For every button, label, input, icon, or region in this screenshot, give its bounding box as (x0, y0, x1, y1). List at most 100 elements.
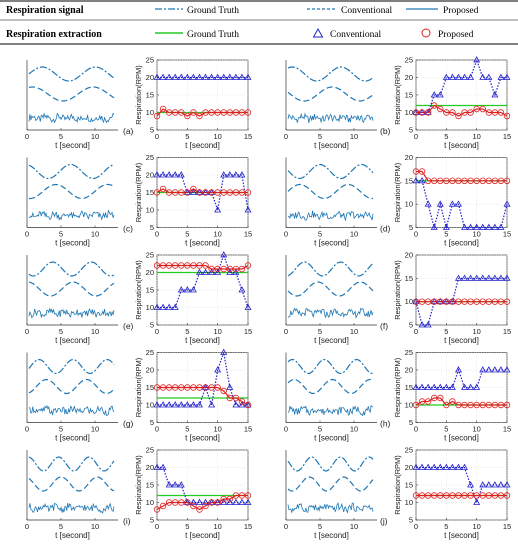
rate-x-tick-label: 10 (213, 132, 221, 141)
conventional-point (412, 383, 420, 390)
conventional-point (159, 303, 167, 310)
proposed-point (473, 298, 480, 305)
rate-x-tick-label: 0 (155, 230, 159, 239)
rate-plot-frame (415, 254, 508, 326)
conventional-point (202, 73, 210, 80)
rate-y-tick-label: 10 (405, 200, 413, 209)
rate-x-axis-label: t [second] (444, 434, 479, 443)
rate-y-axis-label: Respiration(RPM) (393, 357, 402, 417)
conventional-point (448, 297, 456, 305)
proposed-point (226, 189, 233, 196)
conventional-point (202, 498, 210, 505)
panel-label: (h) (380, 419, 391, 429)
signal-x-tick-label: 5 (318, 132, 322, 141)
proposed-point (443, 401, 450, 409)
signal-x-tick-label: 0 (284, 425, 288, 434)
conventional-point (412, 177, 420, 184)
proposed-point (190, 502, 197, 510)
proposed-point (443, 298, 450, 305)
conventional-point (238, 73, 246, 80)
signal-x-axis-label: t [second] (55, 336, 90, 345)
signal-x-tick-label: 10 (350, 327, 358, 336)
rate-x-tick-label: 10 (472, 327, 480, 336)
signal-ground-truth-line (28, 456, 115, 472)
conventional-point (189, 401, 197, 408)
conventional-point (412, 297, 420, 305)
proposed-point (443, 492, 450, 499)
proposed-point (244, 189, 252, 196)
conventional-point (412, 108, 420, 115)
signal-x-tick-label: 0 (25, 327, 29, 336)
rate-y-tick-label: 15 (146, 286, 154, 295)
conventional-point (412, 463, 420, 470)
proposed-point (190, 384, 197, 391)
conventional-point (195, 401, 203, 408)
conventional-point (183, 401, 191, 408)
rate-y-tick-label: 5 (409, 223, 413, 232)
signal-conventional-line (287, 476, 374, 492)
conventional-point (208, 401, 216, 408)
rate-x-tick-label: 0 (414, 132, 418, 141)
proposed-point (244, 401, 252, 409)
conventional-point (214, 498, 222, 505)
proposed-point (491, 492, 499, 499)
proposed-point (153, 506, 161, 513)
proposed-point (473, 401, 480, 409)
proposed-point (226, 495, 233, 503)
signal-ground-truth-line (287, 66, 374, 82)
conventional-point (497, 73, 505, 80)
conventional-point (503, 200, 511, 207)
rate-y-tick-label: 25 (146, 251, 154, 260)
conventional-point (424, 383, 432, 390)
proposed-point (184, 499, 191, 506)
proposed-point (431, 177, 438, 185)
proposed-point (449, 298, 456, 305)
rate-y-tick-label: 10 (146, 108, 154, 117)
proposed-point (437, 177, 444, 185)
proposed-point (153, 384, 161, 391)
rate-y-axis-label: Respiration(RPM) (134, 162, 143, 222)
proposed-point (202, 502, 209, 510)
proposed-point (196, 262, 203, 269)
signal-x-tick-label: 10 (350, 522, 358, 531)
proposed-point (467, 401, 474, 409)
proposed-point (479, 105, 486, 113)
proposed-point (431, 394, 438, 402)
conventional-point (171, 171, 179, 178)
proposed-point (485, 401, 492, 409)
signal-conventional-line (287, 378, 374, 395)
conventional-point (485, 223, 493, 230)
rate-x-axis-label: t [second] (444, 336, 479, 345)
conventional-point (177, 286, 185, 293)
conventional-point (189, 286, 197, 293)
signal-conventional-line (287, 183, 373, 200)
conventional-point (436, 297, 444, 305)
signal-x-tick-label: 10 (350, 425, 358, 434)
figure-legend: Respiration signal Ground Truth Conventi… (0, 0, 518, 45)
panel-label: (c) (123, 224, 133, 234)
conventional-point (165, 303, 173, 310)
conventional-point (165, 401, 173, 408)
signal-conventional-line (29, 183, 115, 200)
signal-x-tick-label: 10 (91, 425, 99, 434)
rate-y-tick-label: 10 (405, 401, 413, 410)
conventional-series (157, 466, 248, 504)
proposed-point (184, 112, 191, 120)
conventional-point (497, 481, 505, 488)
conventional-point (467, 274, 475, 281)
proposed-point (214, 499, 221, 506)
conventional-point (214, 268, 222, 275)
conventional-point (473, 274, 481, 281)
conventional-point (485, 366, 493, 373)
proposed-point (159, 185, 167, 193)
signal-x-tick-label: 0 (284, 230, 288, 239)
rate-y-tick-label: 20 (146, 366, 154, 375)
proposed-point (497, 492, 505, 499)
proposed-point (412, 298, 420, 305)
conventional-point (165, 171, 173, 178)
conventional-point (467, 481, 475, 488)
proposed-point (455, 112, 462, 120)
conventional-point (220, 348, 228, 355)
rate-plot-frame (415, 157, 508, 228)
